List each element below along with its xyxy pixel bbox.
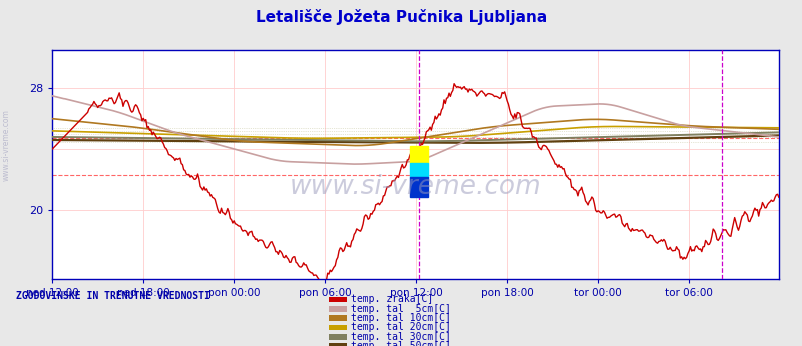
Bar: [409, 146, 427, 163]
Text: temp. tal 50cm[C]: temp. tal 50cm[C]: [350, 341, 450, 346]
Text: temp. tal  5cm[C]: temp. tal 5cm[C]: [350, 304, 450, 313]
Text: temp. tal 10cm[C]: temp. tal 10cm[C]: [350, 313, 450, 323]
Text: temp. zraka[C]: temp. zraka[C]: [350, 294, 432, 304]
Text: www.si-vreme.com: www.si-vreme.com: [2, 109, 11, 181]
Bar: [409, 176, 427, 197]
Bar: [409, 163, 427, 176]
Text: temp. tal 20cm[C]: temp. tal 20cm[C]: [350, 322, 450, 332]
Text: temp. tal 30cm[C]: temp. tal 30cm[C]: [350, 332, 450, 342]
Text: www.si-vreme.com: www.si-vreme.com: [290, 174, 541, 200]
Text: Letališče Jožeta Pučnika Ljubljana: Letališče Jožeta Pučnika Ljubljana: [256, 9, 546, 25]
Text: ZGODOVINSKE IN TRENUTNE VREDNOSTI: ZGODOVINSKE IN TRENUTNE VREDNOSTI: [16, 291, 209, 301]
